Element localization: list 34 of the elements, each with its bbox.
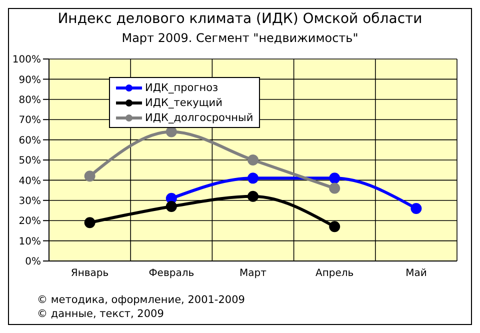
point [248,172,258,184]
point [84,217,96,228]
y-tick-label: 10% [18,236,41,248]
text: © данные, текст, 2009 [37,307,165,321]
y-tick-label: 80% [18,94,41,106]
y-tick-label: 20% [18,216,41,228]
point [410,202,422,214]
point [248,154,258,166]
point [166,200,177,212]
y-tick-label: 30% [18,196,41,207]
y-tick-label: 90% [18,74,41,86]
y-tick-label: 100% [12,54,41,66]
point [84,170,96,182]
point [166,192,177,204]
point [329,182,340,194]
text: © методика, оформление, 2001-2009 [37,293,245,307]
legend-label: ИДК_долгосрочный [145,112,254,124]
y-tick-label: 40% [18,176,41,187]
chart-subtitle: Март 2009. Сегмент "недвижимость" [120,31,360,45]
x-tick-label: Май [406,268,427,280]
x-tick-label: Февраль [148,268,194,280]
point [248,190,258,202]
legend-label: ИДК_текущий [145,96,222,108]
x-tick-label: Январь [70,268,109,280]
point [329,172,340,184]
chart-title: Индекс делового климата (ИДК) Омской области [56,11,424,27]
point [329,221,340,232]
y-tick-label: 60% [18,135,41,146]
x-tick-label: Апрель [316,268,354,280]
y-tick-label: 70% [18,115,41,126]
y-tick-label: 50% [18,156,41,167]
legend-label: ИДК_прогноз [145,82,218,94]
y-tick-label: 0% [25,256,41,268]
x-tick-label: Март [240,268,267,280]
